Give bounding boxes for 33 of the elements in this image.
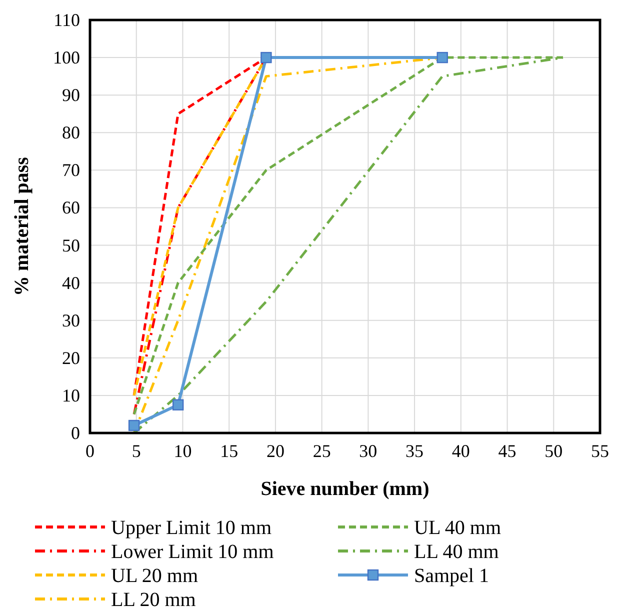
x-tick-label: 30 xyxy=(359,441,378,461)
x-axis-title: Sieve number (mm) xyxy=(260,478,430,500)
legend-label: LL 40 mm xyxy=(414,541,500,563)
y-tick-label: 0 xyxy=(71,423,80,443)
x-tick-label: 40 xyxy=(452,441,470,461)
y-tick-label: 70 xyxy=(62,160,80,180)
y-tick-label: 40 xyxy=(62,272,80,293)
x-tick-label: 50 xyxy=(544,441,563,461)
legend-label: UL 20 mm xyxy=(111,565,198,587)
y-tick-label: 90 xyxy=(62,85,80,106)
x-tick-label: 20 xyxy=(266,441,284,461)
x-tick-label: 10 xyxy=(174,441,192,461)
y-tick-label: 60 xyxy=(62,198,80,218)
x-tick-label: 25 xyxy=(312,441,331,461)
x-tick-label: 15 xyxy=(220,441,238,461)
y-tick-label: 20 xyxy=(62,348,80,368)
legend-label: Upper Limit 10 mm xyxy=(111,517,272,539)
legend-label: Lower Limit 10 mm xyxy=(111,541,274,563)
legend-label: LL 20 mm xyxy=(111,589,196,611)
y-tick-label: 80 xyxy=(62,122,80,143)
x-tick-label: 45 xyxy=(498,441,516,461)
x-tick-label: 0 xyxy=(86,441,94,461)
legend-label: Sampel 1 xyxy=(414,565,489,587)
x-tick-label: 5 xyxy=(132,441,141,461)
y-tick-label: 100 xyxy=(53,48,80,68)
x-tick-label: 35 xyxy=(406,441,424,461)
y-tick-label: 10 xyxy=(62,385,80,406)
legend-label: UL 40 mm xyxy=(414,517,502,539)
y-tick-label: 110 xyxy=(54,10,80,30)
x-tick-label: 55 xyxy=(591,441,609,461)
y-tick-label: 30 xyxy=(62,310,80,330)
y-axis-title: % material pass xyxy=(11,156,33,296)
y-tick-label: 50 xyxy=(62,235,80,256)
